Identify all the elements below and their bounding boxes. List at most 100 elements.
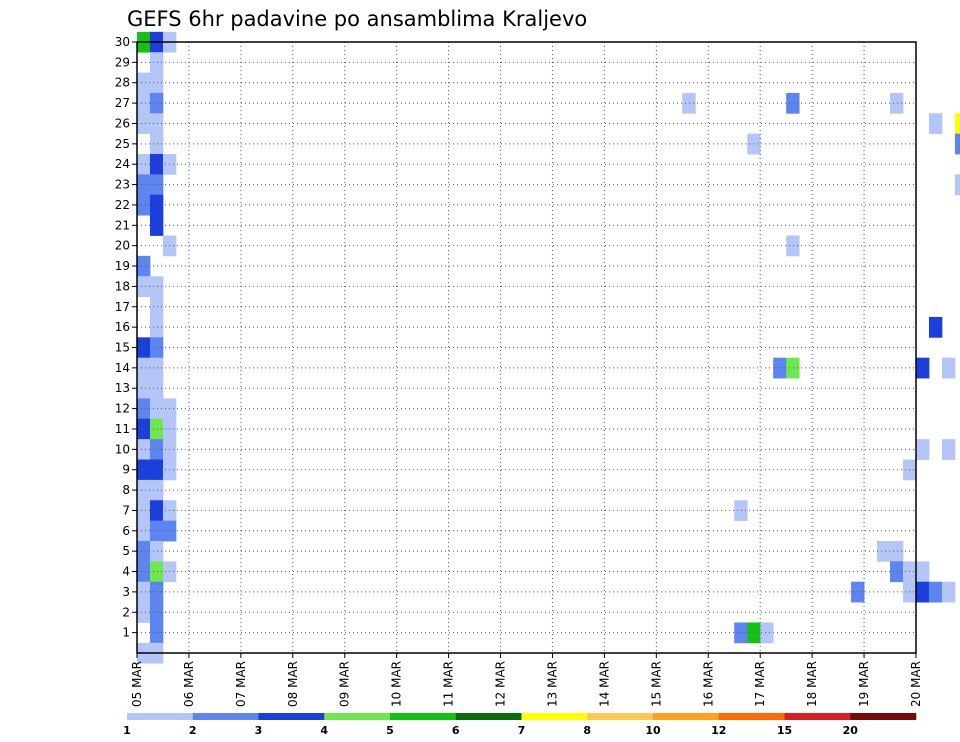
precip-cell	[137, 276, 151, 297]
precip-cell	[916, 357, 930, 379]
precip-cell	[149, 296, 164, 318]
precip-cell	[877, 540, 891, 562]
precip-cell	[149, 378, 164, 399]
precip-cell	[137, 439, 151, 460]
precip-cell	[149, 194, 164, 216]
precip-cell	[149, 52, 164, 73]
precip-cell	[916, 561, 930, 583]
precip-cell	[786, 357, 800, 379]
precip-cell	[137, 581, 151, 603]
colorbar-label: 5	[386, 724, 394, 737]
colorbar-swatch	[324, 713, 391, 720]
precip-cell	[928, 316, 943, 338]
y-tick-label: 21	[115, 218, 130, 232]
precip-cell	[149, 418, 164, 440]
precip-cell	[149, 439, 164, 460]
x-tick-label: 17 MAR	[753, 661, 767, 707]
colorbar-label: 10	[645, 724, 661, 737]
precip-cell	[137, 337, 151, 359]
precip-cell	[149, 215, 164, 236]
precip-cell	[916, 439, 930, 460]
y-tick-label: 19	[115, 259, 130, 273]
precip-cells	[137, 31, 960, 664]
precip-cell	[149, 357, 164, 379]
x-tick-label: 10 MAR	[390, 661, 404, 707]
y-tick-label: 14	[115, 361, 130, 375]
x-tick-label: 15 MAR	[649, 661, 663, 707]
precip-cell	[149, 602, 164, 623]
precip-cell	[149, 337, 164, 359]
precip-cell	[954, 174, 960, 196]
precip-cell	[149, 174, 164, 196]
colorbar-swatch	[784, 713, 851, 720]
x-tick-label: 08 MAR	[286, 661, 300, 707]
y-tick-label: 20	[115, 239, 130, 253]
x-tick-label: 16 MAR	[701, 661, 715, 707]
precip-cell	[137, 500, 151, 522]
y-tick-label: 27	[115, 96, 130, 110]
precip-cell	[149, 133, 164, 155]
precip-cell	[137, 174, 151, 196]
precip-cell	[137, 72, 151, 94]
precip-cell	[890, 540, 904, 562]
y-tick-label: 2	[122, 605, 130, 619]
precip-cell	[954, 133, 960, 155]
y-tick-label: 23	[115, 178, 130, 192]
colorbar: 1 2 3 4 5 6 7 8 10 12 15 20	[123, 713, 917, 737]
precip-cell	[941, 581, 956, 603]
y-axis: 1234567891011121314151617181920212223242…	[115, 35, 137, 640]
precip-cell	[149, 72, 164, 94]
precip-cell	[786, 92, 800, 114]
precip-cell	[137, 418, 151, 440]
precip-cell	[916, 581, 930, 603]
x-tick-label: 09 MAR	[338, 661, 352, 707]
y-tick-label: 5	[122, 544, 130, 558]
y-tick-label: 8	[122, 483, 130, 497]
y-tick-label: 22	[115, 198, 130, 212]
y-tick-label: 9	[122, 463, 130, 477]
precip-cell	[149, 540, 164, 562]
precip-cell	[734, 500, 748, 522]
precip-cell	[149, 316, 164, 338]
y-tick-label: 26	[115, 116, 130, 130]
y-tick-label: 17	[115, 300, 130, 314]
precip-cell	[137, 398, 151, 420]
x-tick-label: 19 MAR	[857, 661, 871, 707]
chart-title: GEFS 6hr padavine po ansamblima Kraljevo	[127, 7, 587, 31]
colorbar-label: 8	[583, 724, 591, 737]
precip-cell	[137, 520, 151, 542]
y-tick-label: 1	[122, 626, 130, 640]
colorbar-label: 6	[452, 724, 460, 737]
precip-cell	[149, 276, 164, 297]
precip-cell	[773, 357, 787, 379]
precip-cell	[137, 602, 151, 623]
precip-cell	[149, 500, 164, 522]
precip-cell	[954, 113, 960, 135]
precip-cell	[149, 398, 164, 420]
precip-cell	[928, 581, 943, 603]
x-tick-label: 07 MAR	[234, 661, 248, 707]
x-tick-label: 20 MAR	[909, 661, 923, 707]
precip-cell	[137, 540, 151, 562]
precip-cell	[149, 622, 164, 644]
precip-cell	[137, 378, 151, 399]
precip-cell	[137, 459, 151, 481]
colorbar-label: 1	[123, 724, 131, 737]
colorbar-label: 3	[255, 724, 263, 737]
precip-cell	[734, 622, 748, 644]
precip-cell	[890, 561, 904, 583]
y-tick-label: 10	[115, 442, 130, 456]
colorbar-label: 12	[711, 724, 726, 737]
precip-cell	[890, 92, 904, 114]
precip-cell	[137, 255, 151, 277]
x-tick-label: 12 MAR	[494, 661, 508, 707]
colorbar-swatch	[521, 713, 588, 720]
y-tick-label: 24	[115, 157, 130, 171]
precip-cell	[760, 622, 774, 644]
precip-cell	[149, 520, 164, 542]
y-tick-label: 4	[122, 565, 130, 579]
colorbar-swatch	[455, 713, 522, 720]
precip-cell	[149, 92, 164, 114]
precip-cell	[149, 581, 164, 603]
